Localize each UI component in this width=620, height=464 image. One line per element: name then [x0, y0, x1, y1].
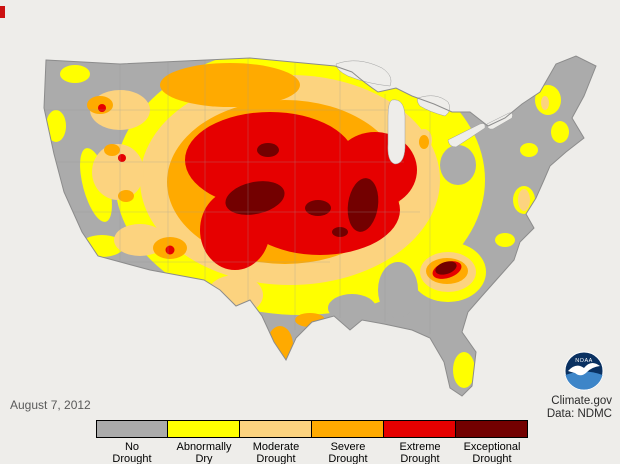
layer-exceptional-drought [225, 143, 457, 275]
legend-item-severe-drought: Severe Drought [311, 420, 384, 464]
noaa-logo-text: NOAA [575, 358, 593, 364]
attribution-data: Data: NDMC [546, 408, 612, 420]
legend-item-moderate-drought: Moderate Drought [239, 420, 312, 464]
legend-swatch-no-drought [96, 420, 168, 438]
legend-swatch-severe-drought [311, 420, 384, 438]
legend-label: No Drought [112, 441, 152, 464]
legend-swatch-exceptional-drought [455, 420, 528, 438]
legend-item-exceptional-drought: Exceptional Drought [455, 420, 528, 464]
attribution: Climate.gov Data: NDMC [547, 395, 612, 421]
attribution-source: Climate.gov [551, 395, 612, 407]
edge-artifact [0, 6, 5, 18]
noaa-logo-lower-sphere [565, 371, 603, 390]
drought-layers [44, 56, 596, 396]
lake-michigan [387, 99, 406, 165]
legend-swatch-abnormally-dry [167, 420, 240, 438]
legend-label: Abnormally Dry [176, 441, 232, 464]
legend-label: Exceptional Drought [463, 441, 521, 464]
noaa-seagull-icon [568, 362, 600, 376]
noaa-logo: NOAA [564, 351, 604, 391]
legend-label: Moderate Drought [252, 441, 300, 464]
lake-superior [335, 60, 392, 87]
legend-item-extreme-drought: Extreme Drought [383, 420, 456, 464]
legend-swatch-extreme-drought [383, 420, 456, 438]
lake-erie [447, 123, 486, 148]
legend-item-no-drought: No Drought [96, 420, 168, 464]
legend-label: Extreme Drought [399, 441, 441, 464]
us-outline [43, 55, 597, 397]
us-drought-map: NOAA [43, 55, 604, 397]
legend-item-abnormally-dry: Abnormally Dry [167, 420, 240, 464]
map-date: August 7, 2012 [10, 398, 91, 412]
drought-legend: No Drought Abnormally Dry Moderate Droug… [96, 420, 528, 464]
legend-swatch-moderate-drought [239, 420, 312, 438]
legend-label: Severe Drought [328, 441, 368, 464]
state-boundaries [44, 58, 431, 334]
